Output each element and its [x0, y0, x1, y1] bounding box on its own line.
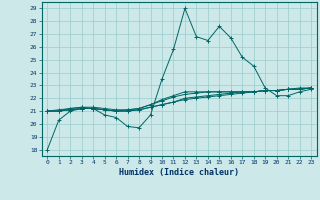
X-axis label: Humidex (Indice chaleur): Humidex (Indice chaleur): [119, 168, 239, 177]
